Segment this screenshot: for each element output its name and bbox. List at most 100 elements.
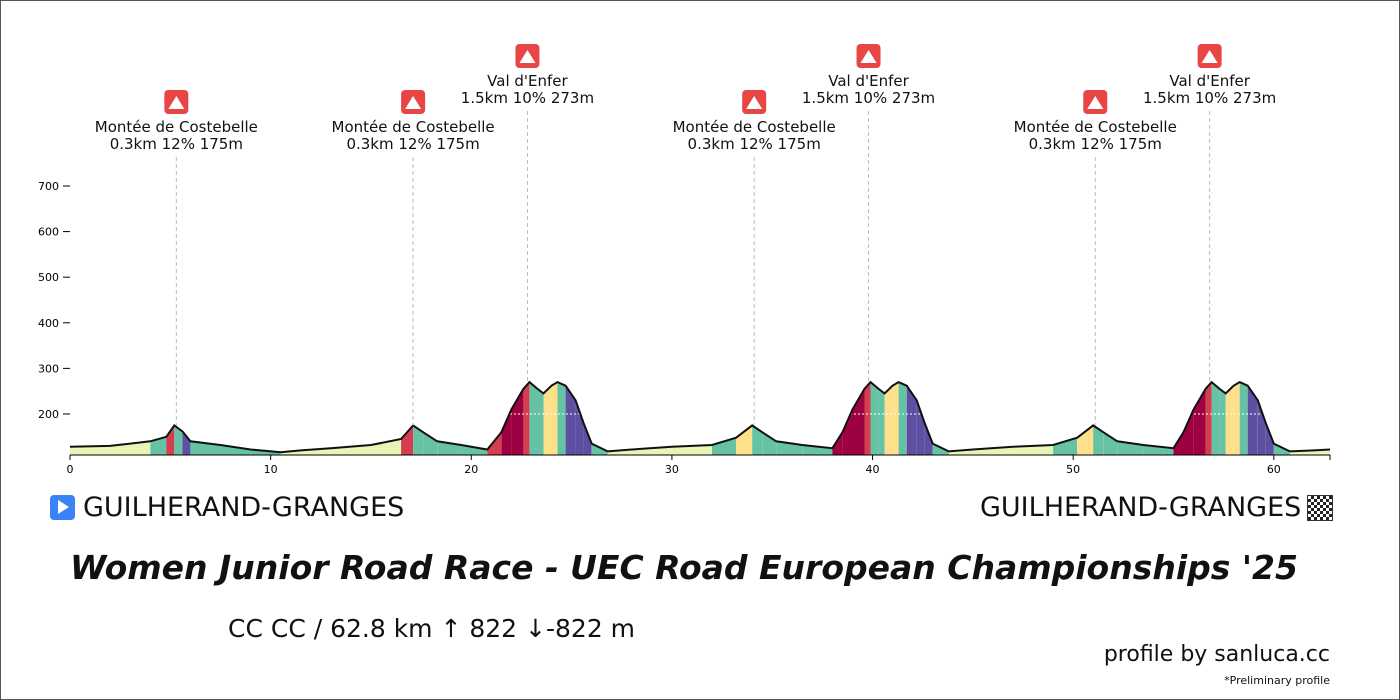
y-tick-label: 500 xyxy=(38,271,59,284)
gradient-band xyxy=(898,382,907,455)
gradient-band xyxy=(776,382,803,455)
gradient-band xyxy=(1219,382,1226,455)
climb-name: Val d'Enfer xyxy=(487,72,568,90)
climb-name: Val d'Enfer xyxy=(828,72,909,90)
gradient-band xyxy=(762,382,777,455)
gradient-band xyxy=(190,382,221,455)
mountain-icon-peak xyxy=(519,50,536,63)
x-tick-label: 0 xyxy=(67,463,74,476)
gradient-band xyxy=(174,382,183,455)
gradient-band xyxy=(1313,382,1330,455)
gradient-band xyxy=(280,382,301,455)
mountain-icon-peak xyxy=(405,96,422,109)
gradient-band xyxy=(220,382,251,455)
mountain-icon-peak xyxy=(746,96,763,109)
gradient-band xyxy=(575,382,584,455)
x-tick-label: 60 xyxy=(1267,463,1281,476)
start-location: GUILHERAND-GRANGES xyxy=(50,492,404,523)
gradient-band xyxy=(1093,382,1104,455)
y-tick-label: 300 xyxy=(38,362,59,375)
x-tick-label: 30 xyxy=(665,463,679,476)
gradient-band xyxy=(1239,382,1248,455)
gradient-band xyxy=(1273,382,1290,455)
mountain-icon-peak xyxy=(1201,50,1218,63)
climb-stats: 0.3km 12% 175m xyxy=(346,135,479,153)
race-title: Women Junior Road Race - UEC Road Europe… xyxy=(70,548,1298,587)
y-tick-label: 400 xyxy=(38,317,59,330)
gradient-band xyxy=(1103,382,1118,455)
gradient-band xyxy=(878,382,885,455)
climb-stats: 0.3km 12% 175m xyxy=(688,135,821,153)
x-tick-label: 10 xyxy=(264,463,278,476)
gradient-band xyxy=(70,382,111,455)
gradient-band xyxy=(565,382,576,455)
gradient-band xyxy=(671,382,712,455)
gradient-band xyxy=(884,382,893,455)
gradient-band xyxy=(1233,382,1240,455)
gradient-band xyxy=(1053,382,1078,455)
credit-link[interactable]: profile by sanluca.cc xyxy=(1103,642,1330,667)
gradient-band xyxy=(948,382,973,455)
gradient-band xyxy=(1247,382,1258,455)
gradient-band xyxy=(300,382,331,455)
mountain-icon-peak xyxy=(860,50,877,63)
checkered-flag-icon xyxy=(1307,494,1334,521)
finish-location: GUILHERAND-GRANGES xyxy=(980,492,1334,523)
gradient-band xyxy=(1211,382,1220,455)
gradient-band xyxy=(330,382,371,455)
y-tick-label: 200 xyxy=(38,408,59,421)
start-location-label: GUILHERAND-GRANGES xyxy=(83,492,405,523)
gradient-band xyxy=(1173,382,1184,455)
climb-name: Montée de Costebelle xyxy=(1014,118,1177,136)
climb-stats: 0.3km 12% 175m xyxy=(1029,135,1162,153)
climb-stats: 1.5km 10% 273m xyxy=(802,89,935,107)
gradient-band xyxy=(551,382,558,455)
climb-name: Montée de Costebelle xyxy=(673,118,836,136)
gradient-band xyxy=(543,382,552,455)
gradient-band xyxy=(166,382,175,455)
y-tick-label: 700 xyxy=(38,180,59,193)
gradient-band xyxy=(150,382,167,455)
elevation-profile-line xyxy=(69,380,1331,454)
gradient-band xyxy=(802,382,833,455)
gradient-band xyxy=(631,382,672,455)
gradient-band xyxy=(1289,382,1314,455)
gradient-band xyxy=(607,382,632,455)
gradient-band xyxy=(583,382,592,455)
gradient-band xyxy=(529,382,538,455)
x-tick-label: 50 xyxy=(1066,463,1080,476)
climb-name: Montée de Costebelle xyxy=(332,118,495,136)
gradient-band xyxy=(511,382,524,455)
gradient-band xyxy=(1257,382,1266,455)
play-icon xyxy=(50,495,75,520)
gradient-band xyxy=(591,382,608,455)
gradient-band xyxy=(250,382,281,455)
mountain-icon-peak xyxy=(1087,96,1104,109)
y-tick-label: 600 xyxy=(38,226,59,239)
y-axis: 200 300 400 500 600 700 xyxy=(38,180,70,421)
gradient-band xyxy=(523,382,530,455)
gradient-band xyxy=(1143,382,1174,455)
gradient-band xyxy=(870,382,879,455)
finish-location-label: GUILHERAND-GRANGES xyxy=(980,492,1302,523)
climb-stats: 1.5km 10% 273m xyxy=(1143,89,1276,107)
x-tick-label: 20 xyxy=(464,463,478,476)
preliminary-note: *Preliminary profile xyxy=(1224,674,1330,687)
gradient-band xyxy=(736,382,753,455)
gradient-band xyxy=(924,382,933,455)
gradient-band xyxy=(932,382,949,455)
climb-stats: 0.3km 12% 175m xyxy=(110,135,243,153)
gradient-band xyxy=(401,382,414,455)
gradient-band xyxy=(1117,382,1144,455)
gradient-bands xyxy=(70,382,1330,455)
gradient-band xyxy=(892,382,899,455)
